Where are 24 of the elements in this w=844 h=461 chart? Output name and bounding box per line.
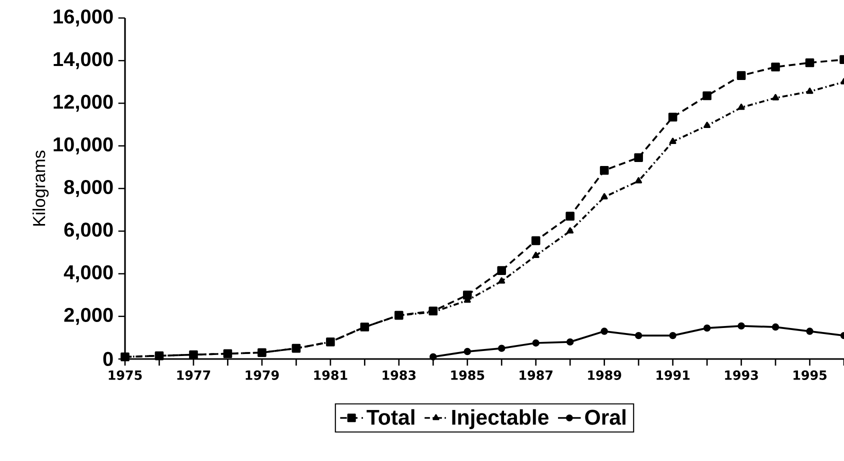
x-tick-label: 1979 xyxy=(246,370,279,380)
y-tick-label: 8,000 xyxy=(64,180,113,198)
x-tick-label: 1987 xyxy=(520,370,552,380)
x-tick-label: 1977 xyxy=(177,370,210,380)
x-tick-label: 1993 xyxy=(725,370,758,380)
legend-label: Injectable xyxy=(452,409,548,430)
x-tick-label: 1981 xyxy=(314,370,348,380)
x-tick-label: 1983 xyxy=(382,370,416,380)
y-tick-label: 2,000 xyxy=(64,308,113,325)
x-tick-label: 1995 xyxy=(794,370,826,380)
legend-label: Total xyxy=(366,409,414,425)
y-tick-label: 4,000 xyxy=(64,265,113,282)
y-tick-label: 6,000 xyxy=(64,222,113,240)
y-tick-label: 12,000 xyxy=(54,94,113,112)
x-tick-label: 1991 xyxy=(656,370,690,380)
y-tick-label: 10,000 xyxy=(54,137,113,154)
x-tick-label: 1989 xyxy=(588,370,622,380)
y-tick-label: 0 xyxy=(103,352,113,366)
y-axis-title: Kilograms xyxy=(32,150,49,226)
legend-label: Oral xyxy=(585,409,626,425)
y-tick-label: 14,000 xyxy=(54,52,113,70)
x-tick-label: 1985 xyxy=(451,370,484,380)
x-tick-label: 1975 xyxy=(108,370,142,380)
y-tick-label: 16,000 xyxy=(54,9,113,27)
